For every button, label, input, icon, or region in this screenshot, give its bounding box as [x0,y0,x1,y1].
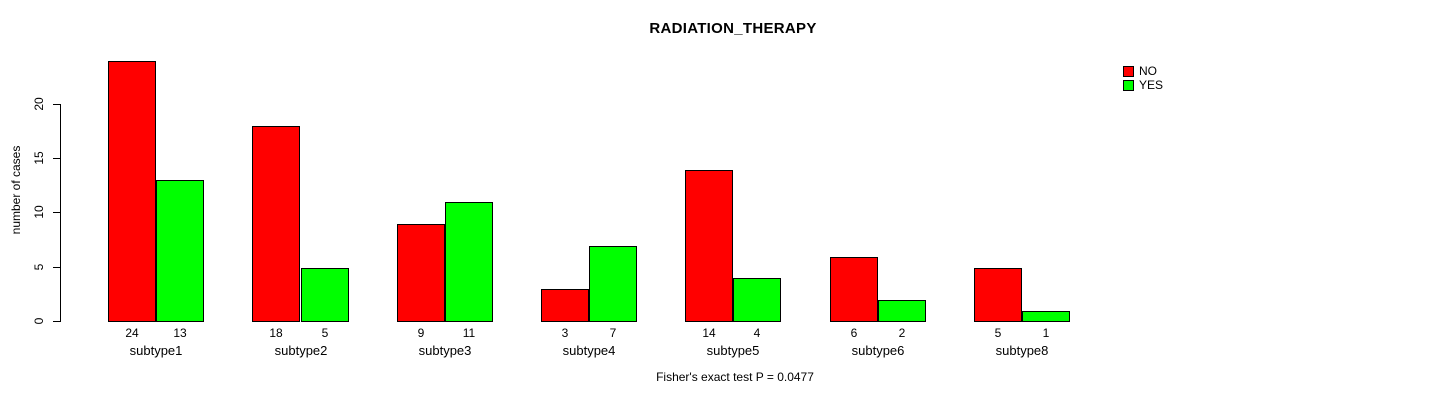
value-label-no-subtype1: 24 [125,326,139,340]
legend-item-no: NO [1123,65,1163,78]
legend-label-yes: YES [1139,78,1164,92]
y-tick-mark [53,104,60,105]
value-label-yes-subtype8: 1 [1042,326,1050,340]
value-label-no-subtype2: 18 [269,326,283,340]
bar-yes-subtype2 [301,268,349,322]
value-label-no-subtype6: 6 [850,326,858,340]
legend-swatch-no [1123,66,1134,77]
y-tick-mark [53,212,60,213]
category-label-subtype4: subtype4 [562,343,616,358]
bar-yes-subtype8 [1022,311,1070,322]
y-tick-mark [53,267,60,268]
category-label-subtype3: subtype3 [418,343,472,358]
y-tick-mark [53,321,60,322]
bar-yes-subtype4 [589,246,637,322]
value-label-no-subtype4: 3 [561,326,569,340]
bar-yes-subtype1 [156,180,204,322]
category-label-subtype6: subtype6 [851,343,905,358]
value-label-yes-subtype5: 4 [753,326,761,340]
fisher-test-footnote: Fisher's exact test P = 0.0477 [656,370,814,384]
y-tick-label: 5 [32,263,46,271]
legend: NO YES [1123,65,1163,93]
value-label-yes-subtype6: 2 [898,326,906,340]
bar-no-subtype2 [252,126,300,322]
chart-title: RADIATION_THERAPY [649,20,817,37]
y-tick-label: 20 [32,97,46,111]
bar-no-subtype4 [541,289,589,322]
bar-no-subtype1 [108,61,156,322]
y-tick-label: 0 [32,317,46,325]
category-label-subtype1: subtype1 [129,343,183,358]
y-tick-label: 10 [32,205,46,219]
legend-item-yes: YES [1123,79,1163,92]
bar-yes-subtype3 [445,202,493,322]
value-label-yes-subtype2: 5 [321,326,329,340]
y-tick-mark [53,158,60,159]
legend-swatch-yes [1123,80,1134,91]
bar-no-subtype5 [685,170,733,322]
value-label-no-subtype8: 5 [994,326,1002,340]
y-axis-line [60,104,61,322]
bar-no-subtype8 [974,268,1022,322]
value-label-yes-subtype3: 11 [462,326,476,340]
value-label-no-subtype5: 14 [702,326,716,340]
value-label-yes-subtype4: 7 [609,326,617,340]
value-label-no-subtype3: 9 [417,326,425,340]
bar-no-subtype3 [397,224,445,322]
y-axis-title: number of cases [9,145,23,235]
category-label-subtype8: subtype8 [995,343,1049,358]
bar-yes-subtype5 [733,278,781,322]
value-label-yes-subtype1: 13 [173,326,187,340]
y-tick-label: 15 [32,151,46,165]
bar-yes-subtype6 [878,300,926,322]
bar-no-subtype6 [830,257,878,322]
category-label-subtype2: subtype2 [274,343,328,358]
category-label-subtype5: subtype5 [706,343,760,358]
legend-label-no: NO [1139,64,1157,78]
